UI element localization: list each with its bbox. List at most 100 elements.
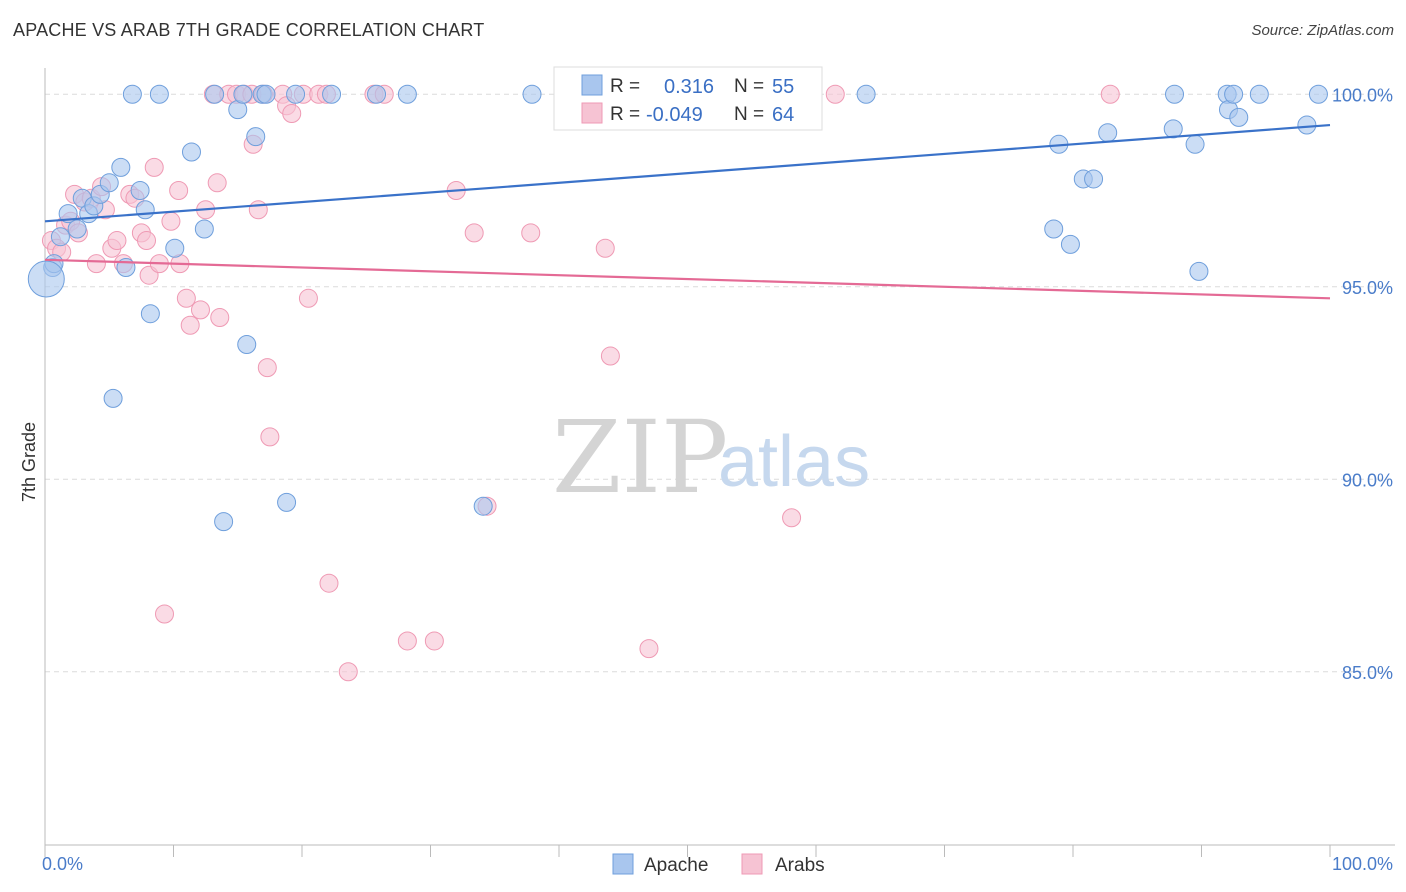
arabs-point [338,662,358,682]
series-legend: Apache Arabs [612,853,825,876]
chart-title: APACHE VS ARAB 7TH GRADE CORRELATION CHA… [13,20,485,40]
apache-point [1044,219,1064,239]
apache-point [286,84,306,104]
apache-point [1297,115,1317,135]
legend-swatch-apache [612,853,634,875]
apache-point [473,496,493,516]
apache-point [67,219,87,239]
y-tick-label: 100.0% [1332,85,1393,105]
watermark-atlas: atlas [718,422,870,502]
apache-point [130,181,150,200]
y-tick-label: 85.0% [1342,663,1393,683]
trend-lines [44,123,1331,300]
apache-trend-line [44,123,1331,223]
stats-n-value-arabs: 64 [772,104,794,126]
arabs-point [595,238,615,258]
apache-point [149,84,169,104]
arabs-point [137,231,157,251]
arabs-point [521,223,541,243]
apache-point [135,200,155,220]
data-points [27,84,1328,682]
arabs-point [782,508,802,528]
arabs-point [1100,84,1120,104]
tick-labels: 100.0% 95.0% 90.0% 85.0% 0.0% 100.0% [42,85,1393,874]
stats-legend-box: R = 0.316 N = 55 R = -0.049 N = 64 [553,66,823,131]
apache-point [99,173,119,193]
arabs-point [298,288,318,308]
x-tick-label: 0.0% [42,854,83,874]
apache-point [367,84,387,104]
arabs-trend-line [44,258,1331,300]
apache-point [205,84,225,104]
arabs-point [161,211,181,231]
x-tick-label: 100.0% [1332,854,1393,874]
apache-point [165,238,185,258]
apache-point [181,142,201,162]
apache-point [322,84,342,104]
arabs-point [282,104,302,123]
stats-n-value-apache: 55 [772,76,794,98]
apache-point [1084,169,1104,189]
arabs-point [319,573,339,593]
arabs-point [260,427,280,447]
apache-point [103,388,123,408]
arabs-point [176,288,196,308]
apache-point [237,335,257,354]
apache-point [1189,261,1209,281]
apache-point [214,512,234,532]
axes [44,68,1395,857]
apache-point [522,84,542,104]
arabs-point [639,639,659,659]
apache-point [1163,119,1183,139]
arabs-point [190,300,210,320]
arabs-point [144,157,164,177]
apache-point [277,492,297,512]
apache-point [1098,123,1118,143]
apache-point [1165,84,1185,104]
apache-point [856,84,876,104]
arabs-point [107,231,127,251]
y-tick-label: 90.0% [1342,470,1393,490]
gridlines [45,93,1395,673]
legend-label-apache: Apache [644,855,708,876]
y-tick-label: 95.0% [1342,278,1393,298]
apache-point [194,219,214,239]
arabs-point [155,604,175,624]
stats-n-label-arabs: N = [734,104,764,125]
apache-point [1185,134,1205,154]
apache-point [246,127,266,147]
y-axis-label: 7th Grade [19,422,39,502]
arabs-point [257,358,277,378]
watermark-zip: ZIP [552,399,728,516]
arabs-point [825,84,845,104]
apache-point [111,157,131,177]
apache-point [1060,234,1080,254]
arabs-point [180,315,200,335]
apache-point [27,260,65,298]
stats-r-label-arabs: R = [610,104,640,125]
arabs-point [86,254,106,274]
watermark: ZIP atlas [552,399,870,516]
apache-point [1249,84,1269,104]
stats-n-label-apache: N = [734,76,764,97]
arabs-point [464,223,484,243]
arabs-point [169,181,189,200]
apache-point [50,227,70,247]
arabs-point [210,308,230,328]
arabs-point [397,631,417,651]
apache-point [233,84,253,104]
arabs-point [248,200,268,220]
chart-source: Source: ZipAtlas.com [1251,22,1394,39]
apache-point [122,84,142,104]
legend-label-arabs: Arabs [775,855,825,876]
apache-point [58,204,78,224]
apache-point [1224,84,1244,104]
arabs-point [424,631,444,651]
apache-point [1308,84,1328,104]
stats-r-value-apache: 0.316 [664,76,714,98]
apache-point [140,304,160,324]
apache-point [256,84,276,104]
apache-point [397,84,417,104]
stats-swatch-arabs [581,102,603,124]
